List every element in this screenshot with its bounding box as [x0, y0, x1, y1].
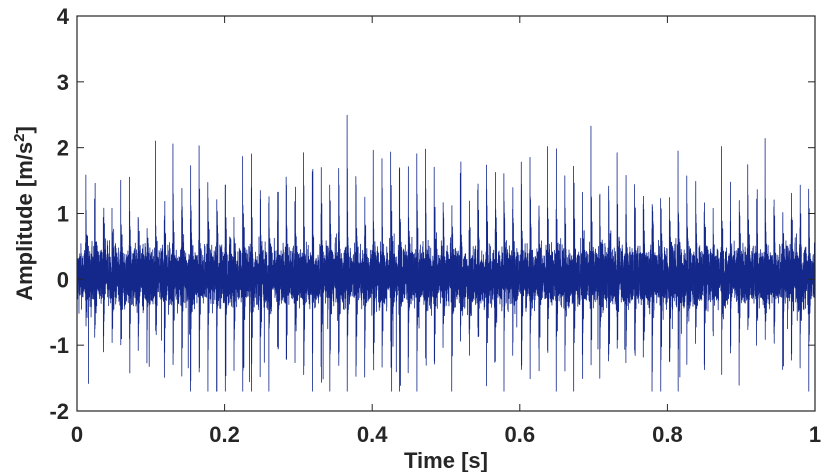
y-tick-label-6: 4 [57, 4, 70, 29]
axis-ticks: 0 0.2 0.4 0.6 0.8 1 -2 -1 0 1 2 3 4 [49, 4, 821, 447]
series-line-0 [76, 114, 816, 392]
y-tick-label-5: 3 [57, 70, 69, 95]
x-tick-label-5: 1 [809, 422, 821, 447]
y-tick-label-3: 1 [57, 202, 69, 227]
y-tick-label-0: -2 [49, 399, 69, 424]
y-tick-label-4: 2 [57, 136, 69, 161]
x-tick-label-3: 0.6 [505, 422, 536, 447]
x-tick-label-0: 0 [71, 422, 83, 447]
y-axis-title: Amplitude [m/s2] [11, 126, 37, 301]
y-axis-title-main: Amplitude [m/s [12, 142, 37, 301]
x-tick-label-4: 0.8 [652, 422, 683, 447]
x-axis-title: Time [s] [404, 448, 488, 472]
x-tick-label-2: 0.4 [357, 422, 388, 447]
y-tick-label-1: -1 [49, 333, 69, 358]
plot-area [76, 114, 816, 392]
x-tick-label-1: 0.2 [209, 422, 240, 447]
y-tick-label-2: 0 [57, 267, 69, 292]
y-axis-title-superscript: 2 [11, 134, 28, 142]
y-axis-title-end: ] [12, 126, 37, 133]
